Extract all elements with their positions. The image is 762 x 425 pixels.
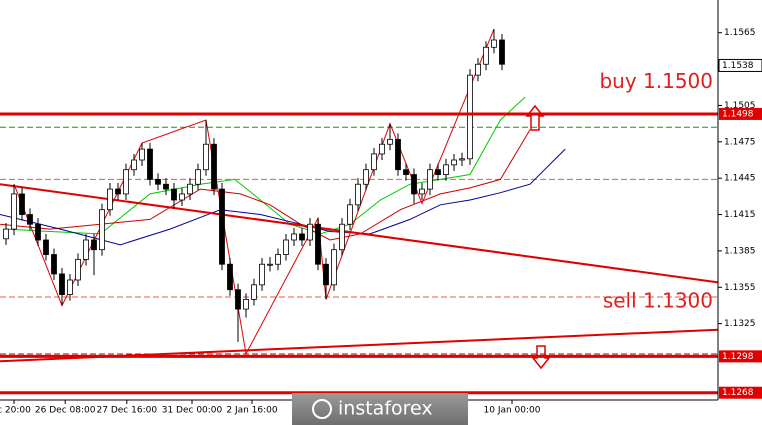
candle-body xyxy=(43,239,49,255)
candle-body xyxy=(251,284,257,300)
candle-body xyxy=(115,188,121,195)
candle-body xyxy=(299,233,305,241)
logo-box xyxy=(292,393,468,425)
candle-body xyxy=(195,169,201,185)
last-price-box xyxy=(718,58,762,72)
candle-body xyxy=(147,148,153,180)
candle-body xyxy=(99,209,105,251)
candle-body xyxy=(283,239,289,255)
candle-body xyxy=(459,158,465,161)
candle-body xyxy=(123,169,129,195)
logo: instaforex xyxy=(338,398,433,420)
candle-body xyxy=(403,169,409,175)
candle-body xyxy=(379,143,385,155)
y-tick-label: 1.1505 xyxy=(724,101,756,111)
candle-body xyxy=(155,178,161,185)
candle-body xyxy=(59,273,65,295)
candle-body xyxy=(203,143,209,171)
candle-body xyxy=(171,188,177,201)
x-tick-label: 31 Dec 00:00 xyxy=(162,406,223,416)
candle-body xyxy=(67,279,73,295)
candle-body xyxy=(419,188,425,195)
candle-body xyxy=(307,223,313,241)
y-tick-label: 1.1415 xyxy=(724,210,756,220)
candle-body xyxy=(427,169,433,190)
candle-body xyxy=(75,258,81,281)
candle-body xyxy=(227,263,233,291)
candle-body xyxy=(35,223,41,241)
y-tick-label: 1.1325 xyxy=(724,319,756,329)
indicator-line xyxy=(5,96,526,235)
candle-body xyxy=(275,254,281,265)
level-label: 1.1298 xyxy=(722,352,754,362)
candle-body xyxy=(187,183,193,195)
candle-body xyxy=(219,188,225,265)
annotation: buy 1.1500 xyxy=(599,69,713,93)
candle-body xyxy=(291,233,297,241)
y-tick-label: 1.1565 xyxy=(724,28,756,38)
x-tick-label: 27 Dec 16:00 xyxy=(97,406,158,416)
candle-body xyxy=(243,298,249,310)
candle-body xyxy=(371,153,377,171)
indicator-line xyxy=(0,148,566,246)
candle-body xyxy=(323,263,329,286)
y-tick-label: 1.1445 xyxy=(724,174,756,184)
down-arrow xyxy=(531,345,551,370)
candle-body xyxy=(483,46,489,65)
up-arrow xyxy=(525,104,545,131)
candle-body xyxy=(331,249,337,286)
logo-icon xyxy=(312,399,332,419)
plot-area xyxy=(0,28,719,395)
trend-line xyxy=(0,183,719,284)
candle-body xyxy=(467,74,473,160)
candle-body xyxy=(11,193,17,230)
level-label: 1.1268 xyxy=(722,388,754,398)
candle-body xyxy=(91,239,97,251)
x-tick-label: 2 Jan 16:00 xyxy=(226,406,278,416)
level-label-box xyxy=(719,107,762,120)
candle-body xyxy=(387,138,393,145)
candle-body xyxy=(411,174,417,195)
candle-body xyxy=(435,169,441,175)
candle-body xyxy=(51,254,57,275)
candle-body xyxy=(131,159,137,171)
candle-body xyxy=(395,138,401,171)
candle-body xyxy=(179,193,185,201)
level-label-box xyxy=(719,350,762,363)
level-label-box xyxy=(719,386,762,399)
candle-body xyxy=(267,263,273,266)
candle-body xyxy=(339,223,345,251)
candle-body xyxy=(491,39,497,48)
candle-body xyxy=(315,223,321,265)
candle-body xyxy=(443,164,449,175)
candle-body xyxy=(355,183,361,206)
x-tick-label: c 20:00 xyxy=(0,406,31,416)
candle-body xyxy=(139,148,145,161)
y-tick-label: 1.1355 xyxy=(724,283,756,293)
candle-body xyxy=(19,193,25,215)
candle-body xyxy=(499,39,505,65)
candle-body xyxy=(3,228,9,240)
level-label: 1.1498 xyxy=(722,109,754,119)
x-tick-label: 26 Dec 08:00 xyxy=(35,406,96,416)
y-tick-label: 1.1385 xyxy=(724,246,756,256)
candle-body xyxy=(27,214,33,225)
x-tick-label: 10 Jan 00:00 xyxy=(484,406,541,416)
candle-body xyxy=(475,63,481,76)
candle-body xyxy=(259,263,265,286)
candle-body xyxy=(163,183,169,190)
candle-body xyxy=(83,239,89,260)
y-tick-label: 1.1475 xyxy=(724,137,756,147)
candle-body xyxy=(235,289,241,310)
candle-body xyxy=(363,169,369,185)
last-price-label: 1.1538 xyxy=(722,61,754,71)
candle-body xyxy=(451,159,457,166)
candle-body xyxy=(107,188,113,211)
candle-body xyxy=(347,204,353,225)
annotation: sell 1.1300 xyxy=(603,288,713,312)
candle-body xyxy=(211,143,217,190)
